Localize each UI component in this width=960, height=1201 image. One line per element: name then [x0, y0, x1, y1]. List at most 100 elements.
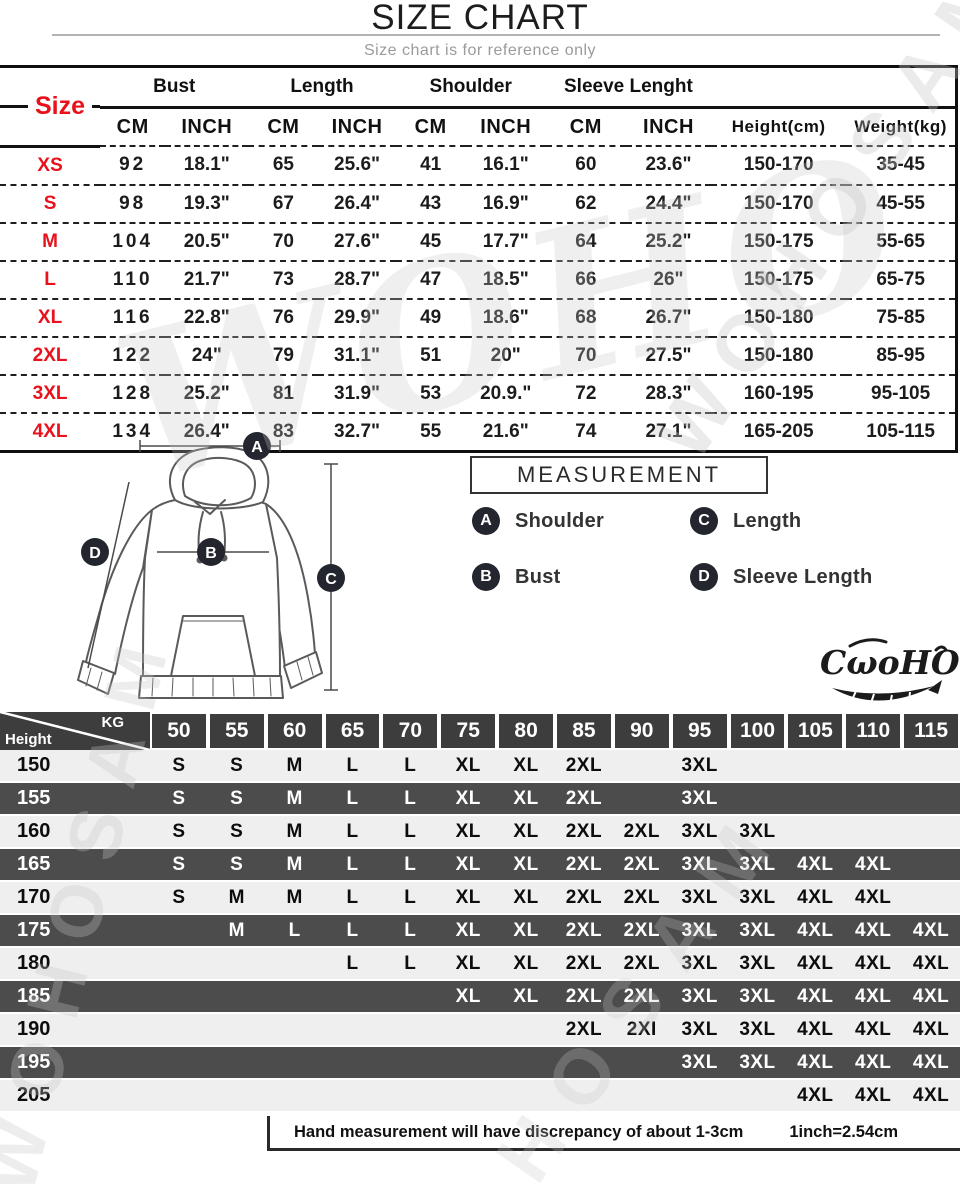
legend-label: Bust	[515, 565, 561, 588]
matrix-weight-header: 70	[383, 714, 438, 748]
group-header-spacer	[711, 66, 847, 109]
matrix-size-cell: 2XL	[623, 952, 660, 974]
length-inch: 27.6"	[334, 230, 381, 252]
size-table-row: 2XL 122 24" 79 31.1" 51 20" 70 27.5" 150…	[0, 336, 957, 375]
matrix-size-cell: XL	[455, 952, 481, 974]
matrix-size-cell: 4XL	[912, 1051, 950, 1073]
shoulder-inch: 20.9."	[480, 382, 532, 404]
marker-badge: A	[472, 507, 500, 535]
matrix-size-cell: 2XI	[626, 1018, 657, 1040]
matrix-size-cell: 3XL	[681, 985, 718, 1007]
matrix-weight-header: 105	[788, 714, 843, 748]
matrix-size-cell: 4XL	[855, 952, 892, 974]
matrix-size-cell: S	[230, 853, 244, 875]
marker-badge: B	[472, 563, 500, 591]
matrix-size-cell: 2XL	[565, 919, 603, 941]
shoulder-cm: 51	[420, 344, 442, 366]
legend-item: D Sleeve Length	[690, 562, 952, 592]
marker-badge: C	[690, 507, 718, 535]
weight-range: 105-115	[866, 420, 935, 442]
matrix-weight-header: 100	[730, 714, 785, 748]
length-inch: 26.4"	[334, 192, 381, 214]
title-divider	[52, 34, 940, 36]
matrix-size-cell: S	[172, 787, 186, 809]
length-inch: 31.1"	[334, 344, 381, 366]
bust-inch: 20.5"	[183, 230, 230, 252]
matrix-size-cell: XL	[513, 754, 539, 776]
bust-inch: 19.3"	[183, 192, 230, 214]
matrix-size-cell: 2XL	[623, 985, 660, 1007]
subtitle: Size chart is for reference only	[363, 42, 597, 59]
weight-header: Weight(kg)	[854, 117, 947, 136]
bust-cm: 122	[112, 344, 154, 366]
group-header-sleeve: Sleeve Lenght	[545, 66, 712, 109]
size-table-row: 3XL 128 25.2" 81 31.9" 53 20.9." 72 28.3…	[0, 374, 957, 413]
length-cm: 65	[272, 154, 294, 176]
bust-inch: 26.4"	[183, 420, 230, 442]
weight-range: 55-65	[876, 230, 925, 252]
size-name: XS	[37, 154, 63, 176]
sleeve-cm: 62	[575, 192, 597, 214]
matrix-height-label: 195	[17, 1051, 51, 1073]
matrix-size-cell: 3XL	[739, 853, 776, 875]
matrix-size-cell: 2XL	[623, 820, 660, 842]
matrix-size-cell: 2XL	[623, 853, 660, 875]
corner-height-label: Height	[5, 731, 52, 748]
matrix-size-cell: 3XL	[739, 820, 776, 842]
length-inch: 32.7"	[334, 420, 381, 442]
matrix-size-cell: XL	[513, 952, 539, 974]
legend-label: Sleeve Length	[733, 565, 873, 588]
matrix-size-cell: L	[346, 919, 359, 941]
matrix-size-cell: 4XL	[855, 1018, 892, 1040]
shoulder-inch: 18.6"	[482, 306, 529, 328]
matrix-size-cell: L	[346, 886, 359, 908]
length-cm: 76	[272, 306, 294, 328]
matrix-height-label: 155	[17, 787, 51, 809]
size-name: S	[43, 192, 57, 214]
matrix-size-cell: 4XL	[855, 1051, 892, 1073]
brand-logo: CωoHO'	[820, 638, 960, 705]
matrix-size-cell: L	[288, 919, 301, 941]
marker-d: D	[89, 545, 101, 562]
sleeve-inch: 25.2"	[645, 230, 692, 252]
unit-header: CM	[116, 115, 149, 138]
height-range: 150-170	[743, 154, 814, 176]
shoulder-inch: 17.7"	[482, 230, 529, 252]
footnote-text: Hand measurement will have discrepancy o…	[294, 1122, 744, 1141]
matrix-size-cell: 4XL	[797, 985, 834, 1007]
corner-kg-label: KG	[101, 714, 125, 731]
marker-a: A	[251, 439, 263, 456]
matrix-row: 165 S S M L L XL XL	[0, 849, 960, 882]
marker-c: C	[325, 571, 337, 588]
bust-cm: 104	[112, 230, 154, 252]
length-inch: 25.6"	[334, 154, 381, 176]
height-range: 150-170	[743, 192, 814, 214]
measurement-legend: A Shoulder C Length B Bust D Sleeve Leng…	[472, 506, 952, 592]
bust-cm: 110	[112, 268, 153, 290]
size-table: Size Bust Length Shoulder Sleeve Lenght …	[0, 65, 958, 453]
matrix-height-label: 150	[17, 754, 51, 776]
matrix-size-cell: 3XL	[739, 1018, 776, 1040]
length-cm: 81	[272, 382, 294, 404]
group-header-bust: Bust	[100, 66, 249, 109]
length-inch: 29.9"	[334, 306, 381, 328]
matrix-size-cell: L	[346, 787, 359, 809]
matrix-height-label: 165	[17, 853, 51, 875]
matrix-size-cell: 4XL	[797, 952, 834, 974]
length-cm: 83	[272, 420, 294, 442]
matrix-size-cell: S	[172, 754, 186, 776]
shoulder-inch: 16.1"	[482, 154, 529, 176]
matrix-row: 160 S S M L L XL XL	[0, 816, 960, 849]
matrix-size-cell: XL	[513, 820, 539, 842]
length-cm: 79	[272, 344, 294, 366]
height-range: 165-205	[743, 420, 814, 442]
diagram-marker-badges: A B C D	[81, 432, 345, 592]
matrix-size-cell: 3XL	[739, 952, 776, 974]
shoulder-cm: 47	[420, 268, 442, 290]
shoulder-inch: 21.6"	[482, 420, 529, 442]
length-cm: 70	[272, 230, 294, 252]
length-inch: 31.9"	[334, 382, 381, 404]
matrix-row: 170 S M M L L XL XL	[0, 882, 960, 915]
size-header-label: Size	[35, 91, 86, 120]
matrix-size-cell: M	[286, 787, 303, 809]
